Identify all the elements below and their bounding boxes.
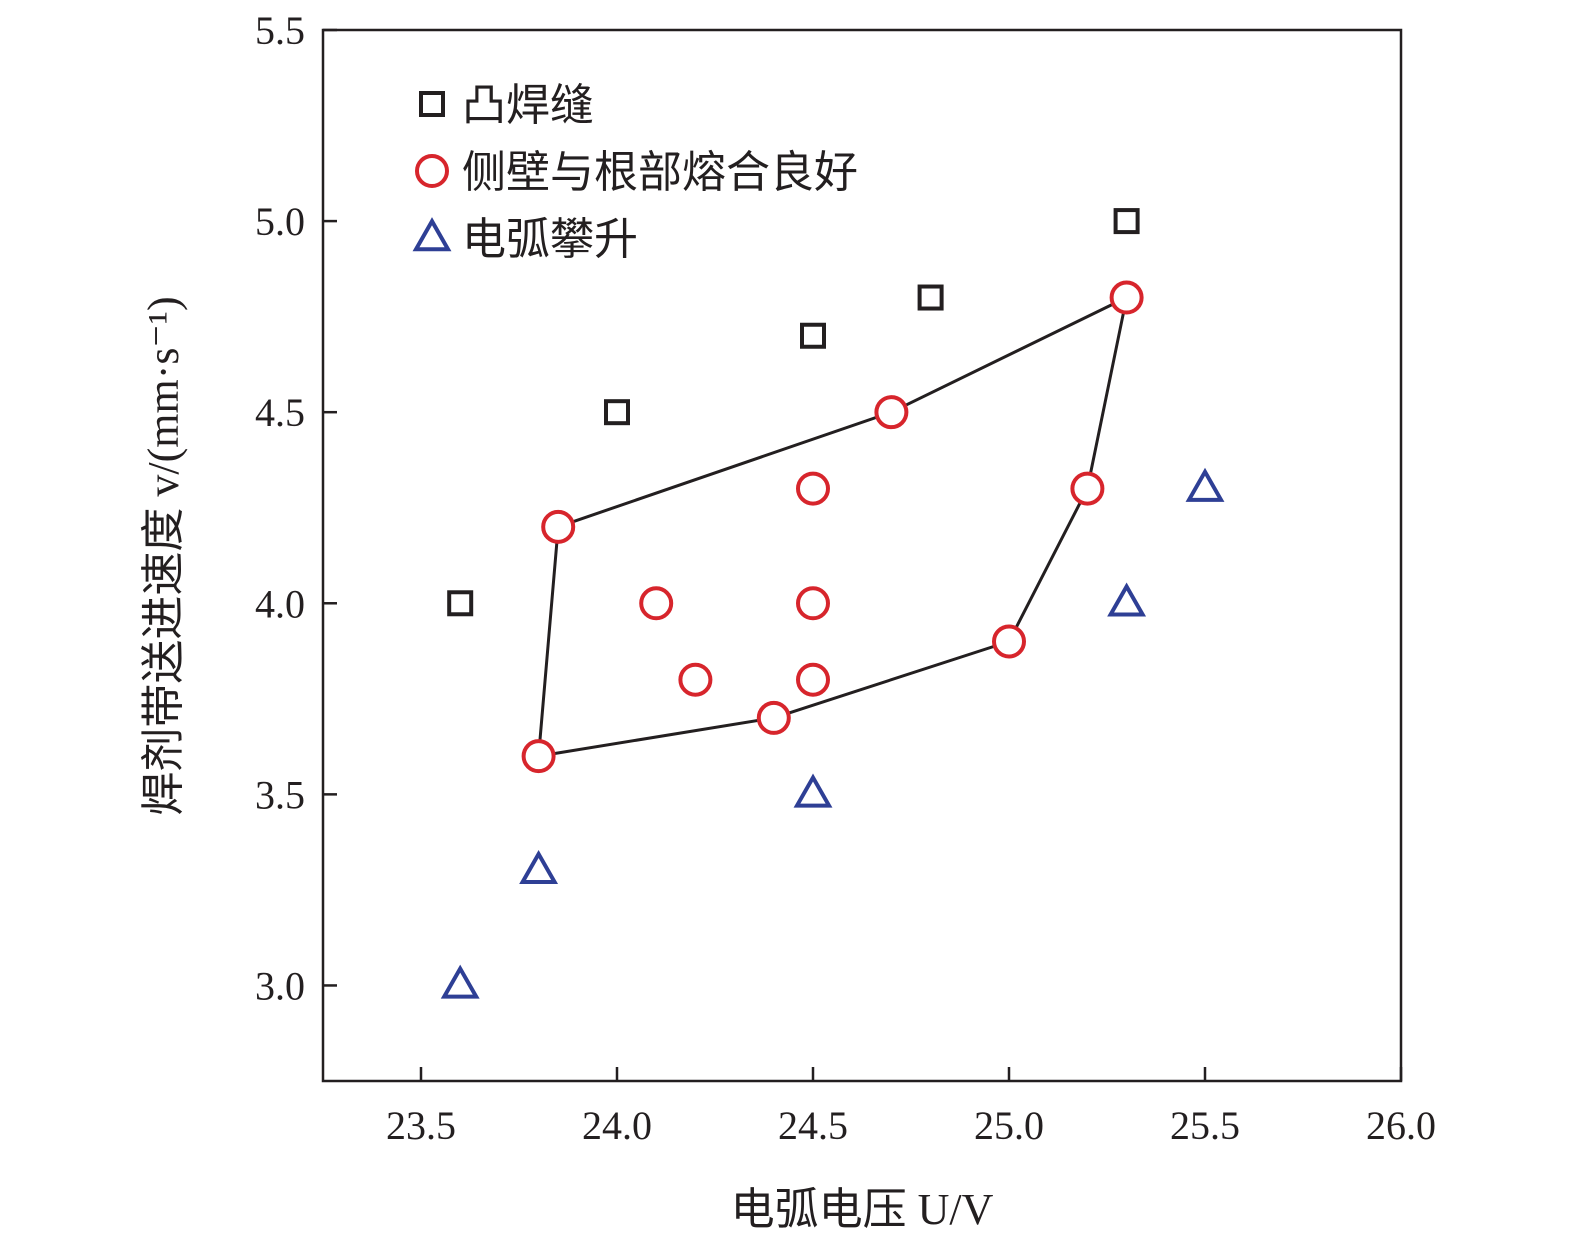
data-point-triangle xyxy=(1107,582,1147,617)
data-point-circle xyxy=(756,700,791,735)
process-window-boundary xyxy=(537,296,1129,758)
legend-marker-circle xyxy=(415,154,449,188)
x-tick-label: 26.0 xyxy=(1366,1103,1436,1148)
y-axis: 3.0 3.5 4.0 4.5 5.0 5.5 xyxy=(255,8,337,1008)
x-tick-label: 24.0 xyxy=(582,1103,652,1148)
y-tick-label: 4.0 xyxy=(255,581,305,626)
points-layer xyxy=(440,208,1225,999)
data-point-circle xyxy=(678,662,713,697)
legend-label: 侧壁与根部熔合良好 xyxy=(462,147,858,198)
data-point-circle xyxy=(874,395,909,430)
data-point-circle xyxy=(796,586,830,621)
y-axis-label: 焊剂带送进速度 v/(mm·s⁻¹) xyxy=(139,296,188,815)
data-point-circle xyxy=(541,509,576,544)
data-point-square xyxy=(447,590,474,617)
y-tick-label: 3.5 xyxy=(255,772,305,817)
plot-frame xyxy=(321,28,1403,1083)
data-point-square xyxy=(604,399,630,426)
y-tick-label: 5.5 xyxy=(255,8,305,53)
data-point-circle xyxy=(1109,280,1144,315)
data-point-circle xyxy=(796,471,830,506)
y-tick-label: 3.0 xyxy=(255,963,305,1008)
data-point-triangle xyxy=(793,773,833,808)
data-point-circle xyxy=(992,624,1026,659)
x-tick-label: 25.5 xyxy=(1170,1103,1240,1148)
x-tick-label: 24.5 xyxy=(778,1103,848,1148)
data-point-square xyxy=(1113,208,1140,235)
data-point-square xyxy=(800,322,826,349)
legend-label: 凸焊缝 xyxy=(462,80,594,131)
data-point-circle xyxy=(1070,471,1105,506)
y-tick-label: 5.0 xyxy=(255,199,305,244)
boundary-layer xyxy=(537,296,1129,758)
data-point-triangle xyxy=(1185,467,1225,502)
data-point-circle xyxy=(521,739,556,774)
legend-marker-square xyxy=(419,91,445,117)
data-point-circle xyxy=(796,662,830,697)
legend-label: 电弧攀升 xyxy=(462,214,638,265)
data-point-triangle xyxy=(519,849,559,884)
x-axis: 23.5 24.0 24.5 25.0 25.5 26.0 xyxy=(386,1067,1436,1148)
data-point-square xyxy=(917,284,944,311)
x-tick-label: 23.5 xyxy=(386,1103,456,1148)
y-tick-label: 4.5 xyxy=(255,390,305,435)
legend-marker-triangle xyxy=(412,217,452,252)
data-point-circle xyxy=(639,586,674,621)
x-axis-label: 电弧电压 U/V xyxy=(731,1185,994,1234)
x-tick-label: 25.0 xyxy=(974,1103,1044,1148)
data-point-triangle xyxy=(440,964,480,999)
